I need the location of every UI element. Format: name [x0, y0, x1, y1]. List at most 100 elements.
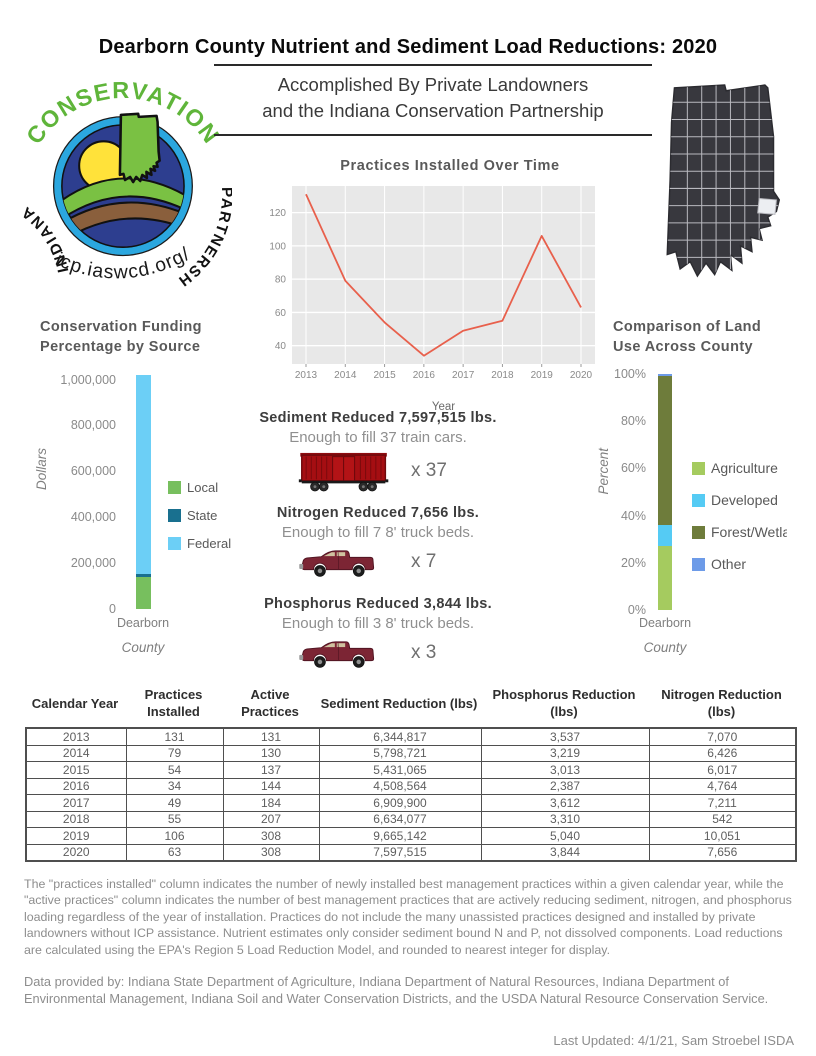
legend-swatch — [692, 493, 705, 507]
methodology-note: The "practices installed" column indicat… — [24, 877, 792, 957]
legend-swatch — [692, 525, 705, 539]
table-cell: 63 — [125, 843, 224, 862]
y-tick-label: 800,000 — [70, 418, 116, 433]
svg-text:2014: 2014 — [334, 370, 357, 381]
table-row: 2013 131 131 6,344,817 3,537 7,070 — [25, 727, 797, 746]
sediment-multiplier: x 37 — [411, 460, 447, 481]
phosphorus-multiplier: x 3 — [411, 642, 437, 663]
y-tick-label: 60% — [620, 461, 646, 476]
funding-y-axis: 0 200,000 400,000 600,000 800,000 1,000,000 — [30, 372, 118, 616]
table-header-cell: Nitrogen Reduction (lbs) — [661, 687, 782, 719]
funding-x-axis-label: County — [121, 640, 165, 655]
table-cell: 7,211 — [648, 794, 797, 812]
table-cell: 130 — [222, 744, 320, 762]
nitrogen-multiplier: x 7 — [411, 551, 437, 572]
bar-segment-state — [136, 574, 151, 577]
table-cell: 4,508,564 — [318, 777, 482, 795]
table-cell: 2013 — [25, 727, 127, 746]
table-cell: 4,764 — [648, 777, 797, 795]
table-cell: 308 — [222, 843, 320, 862]
subtitle-banner: Accomplished By Private Landowners and t… — [214, 64, 652, 136]
page-title: Dearborn County Nutrient and Sediment Lo… — [98, 36, 718, 58]
legend-label: Local — [187, 480, 219, 495]
table-row: 2019 106 308 9,665,142 5,040 10,051 — [25, 827, 797, 845]
svg-text:2013: 2013 — [295, 370, 318, 381]
table-cell: 55 — [125, 810, 224, 828]
table-cell: 5,040 — [480, 827, 650, 845]
legend-label: Federal — [187, 536, 232, 551]
table-header-cell: Practices Installed — [144, 687, 203, 719]
svg-text:100: 100 — [269, 241, 286, 252]
legend-swatch — [692, 557, 705, 571]
funding-legend: Local State Federal — [168, 480, 231, 551]
indiana-county-map — [666, 84, 781, 278]
legend-item-state: State — [168, 508, 231, 523]
y-tick-label: 200,000 — [70, 556, 116, 571]
landuse-y-axis: 0% 20% 40% 60% 80% 100% — [602, 367, 648, 617]
table-header-row: Calendar Year Practices Installed Active P… — [25, 684, 795, 724]
table-header-cell: Active Practices — [241, 687, 299, 719]
table-header-cell: Calendar Year — [31, 695, 119, 711]
y-tick-label: 400,000 — [70, 510, 116, 525]
sediment-reduction-block: Sediment Reduced 7,597,515 lbs. Enough t… — [243, 410, 513, 494]
bar-segment-agriculture — [658, 546, 672, 610]
table-header-cell: Sediment Reduction (lbs) — [320, 695, 478, 711]
table-row: 2014 79 130 5,798,721 3,219 6,426 — [25, 744, 797, 762]
y-tick-label: 40% — [620, 508, 646, 523]
train-car-icon — [298, 452, 389, 492]
table-cell: 7,070 — [648, 727, 797, 746]
indiana-shape — [118, 112, 161, 184]
table-cell: 6,344,817 — [318, 727, 482, 746]
landuse-legend: Agriculture Developed Forest/Wetland Other — [692, 460, 787, 572]
svg-text:60: 60 — [275, 308, 287, 319]
hill-brown — [61, 201, 185, 246]
legend-item-local: Local — [168, 480, 231, 495]
nitrogen-reduction-block: Nitrogen Reduced 7,656 lbs. Enough to fi… — [243, 505, 513, 585]
phosphorus-subtext: Enough to fill 3 8' truck beds. — [281, 615, 475, 632]
svg-text:2017: 2017 — [452, 370, 475, 381]
legend-swatch — [168, 481, 181, 494]
legend-label: Forest/Wetland — [711, 524, 787, 540]
legend-label: State — [187, 508, 218, 523]
state-outline — [666, 84, 781, 278]
table-header-cell: Phosphorus Reduction (lbs) — [492, 687, 636, 719]
y-tick-label: 0% — [627, 603, 646, 617]
table-cell: 2014 — [25, 744, 127, 762]
table-cell: 7,656 — [648, 843, 797, 862]
table-cell: 2020 — [25, 843, 127, 862]
svg-text:80: 80 — [275, 275, 287, 286]
subtitle-line1: Accomplished By Private Landowners — [277, 74, 589, 95]
table-row: 2017 49 184 6,909,900 3,612 7,211 — [25, 794, 797, 812]
subtitle-line2: and the Indiana Conservation Partnership — [262, 99, 604, 121]
load-reduction-table: 2013 131 131 6,344,817 3,537 7,070 2014 79 130 5,… — [25, 727, 797, 862]
legend-label: Developed — [711, 492, 778, 508]
table-cell: 6,426 — [648, 744, 797, 762]
y-tick-label: 600,000 — [70, 464, 116, 479]
table-cell: 79 — [125, 744, 224, 762]
table-cell: 2018 — [25, 810, 127, 828]
table-cell: 9,665,142 — [318, 827, 482, 845]
table-cell: 2019 — [25, 827, 127, 845]
funding-bar-category: Dearborn — [116, 616, 170, 630]
y-tick-label: 80% — [620, 414, 646, 429]
table-row: 2018 55 207 6,634,077 3,310 542 — [25, 810, 797, 828]
svg-text:120: 120 — [269, 208, 286, 219]
table-cell: 34 — [125, 777, 224, 795]
table-cell: 2015 — [25, 761, 127, 779]
legend-swatch — [692, 461, 705, 475]
table-cell: 137 — [222, 761, 320, 779]
pickup-truck-icon — [299, 550, 375, 577]
table-cell: 131 — [125, 727, 224, 746]
svg-text:2015: 2015 — [373, 370, 396, 381]
table-cell: 49 — [125, 794, 224, 812]
table-row: 2015 54 137 5,431,065 3,013 6,017 — [25, 761, 797, 779]
table-row: 2020 63 308 7,597,515 3,844 7,656 — [25, 843, 797, 862]
table-cell: 3,310 — [480, 810, 650, 828]
practices-line — [305, 193, 582, 357]
funding-stacked-bar — [136, 375, 151, 609]
icp-logo: CONSERVATION INDIANA PARTNERSHIP icp.ias… — [18, 68, 232, 290]
bar-segment-local — [136, 576, 151, 609]
bar-segment-other — [658, 374, 672, 377]
practices-line-chart: 40 60 80 100 120 2013 2014 2015 2016 2017 2018 2019… — [269, 186, 595, 413]
y-tick-label: 1,000,000 — [60, 372, 116, 387]
